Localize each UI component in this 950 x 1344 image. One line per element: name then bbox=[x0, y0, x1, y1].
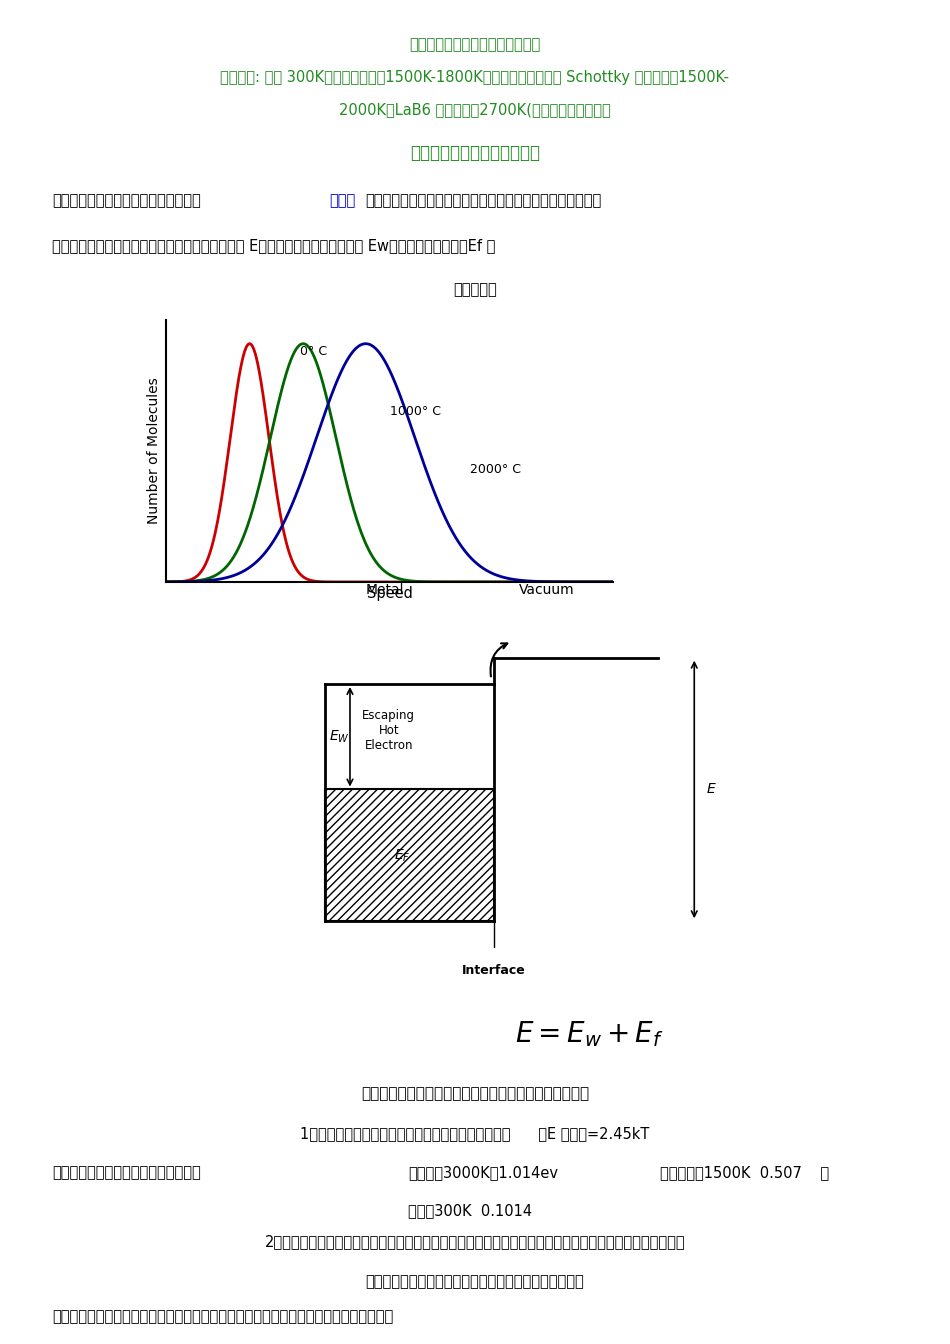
X-axis label: Speed: Speed bbox=[367, 586, 412, 601]
Text: Escaping
Hot
Electron: Escaping Hot Electron bbox=[362, 708, 415, 751]
Text: 1、随着温度升高，能量分散，即能量分布半高宽加宽      。E 半高宽=2.45kT: 1、随着温度升高，能量分散，即能量分布半高宽加宽 。E 半高宽=2.45kT bbox=[300, 1126, 650, 1141]
Text: ，通常需要所谓的热发射过程从电子枪阴极获得这些电子。足: ，通常需要所谓的热发射过程从电子枪阴极获得这些电子。足 bbox=[366, 194, 602, 208]
Text: 2、随着温度升高，分布向高能端移动，有机会脱离金属材料的自由电子数量增加，就会有更多的电子具有足: 2、随着温度升高，分布向高能端移动，有机会脱离金属材料的自由电子数量增加，就会有… bbox=[265, 1234, 685, 1249]
Bar bbox=[325, 789, 494, 921]
Text: 以克服势垒的动能，只要方向合适，就会脱离金属出射。: 以克服势垒的动能，只要方向合适，就会脱离金属出射。 bbox=[366, 1274, 584, 1289]
Y-axis label: Number of Molecules: Number of Molecules bbox=[146, 378, 161, 524]
Text: 不同电子枪灯丝工作能量分散最低值：: 不同电子枪灯丝工作能量分散最低值： bbox=[52, 1165, 201, 1180]
Text: Metal: Metal bbox=[366, 583, 404, 597]
Text: 发射方式主要为：热发射，场发射: 发射方式主要为：热发射，场发射 bbox=[409, 38, 541, 52]
Text: Vacuum: Vacuum bbox=[519, 583, 574, 597]
Text: 发射：300K  0.1014: 发射：300K 0.1014 bbox=[408, 1203, 533, 1218]
Text: 电子枪提供一个稳定的电子源，以形成: 电子枪提供一个稳定的电子源，以形成 bbox=[52, 194, 201, 208]
Text: $E_W$: $E_W$ bbox=[330, 728, 351, 745]
Text: 自由电子金属热出射遵循李查德森规律；表面电流密度与温度和势垒（功函数）的关系。: 自由电子金属热出射遵循李查德森规律；表面电流密度与温度和势垒（功函数）的关系。 bbox=[52, 1309, 393, 1324]
Text: Interface: Interface bbox=[462, 964, 525, 977]
Text: $E = E_w + E_f$: $E = E_w + E_f$ bbox=[515, 1019, 663, 1048]
Text: $E_F$: $E_F$ bbox=[394, 847, 410, 864]
Text: 0° C: 0° C bbox=[300, 345, 328, 358]
Text: $E$: $E$ bbox=[706, 782, 716, 797]
Text: 够高的温度使得一定百分比的电子具有充分的能量 E，以克服阴极材料的功函数 Ew，而从阴极发射出。Ef 为: 够高的温度使得一定百分比的电子具有充分的能量 E，以克服阴极材料的功函数 Ew，… bbox=[52, 238, 496, 253]
Text: 2000K（LaB6 热发射），2700K(发叉式钨丝热发射）: 2000K（LaB6 热发射），2700K(发叉式钨丝热发射） bbox=[339, 102, 611, 117]
Text: 六硼化镧：1500K  0.507    场: 六硼化镧：1500K 0.507 场 bbox=[660, 1165, 829, 1180]
Text: 费米能级。: 费米能级。 bbox=[453, 282, 497, 297]
Text: 电子束: 电子束 bbox=[330, 194, 356, 208]
Text: 钨灯丝：3000K，1.014ev: 钨灯丝：3000K，1.014ev bbox=[408, 1165, 559, 1180]
Text: 2000° C: 2000° C bbox=[470, 462, 521, 476]
Text: 1000° C: 1000° C bbox=[390, 405, 441, 418]
Text: 发射温度: 常温 300K（冷场发射），1500K-1800K（热场发射、肖特基 Schottky 热发射），1500K-: 发射温度: 常温 300K（冷场发射），1500K-1800K（热场发射、肖特基… bbox=[220, 70, 730, 85]
Text: 一、阴极发射基本原理简介：: 一、阴极发射基本原理简介： bbox=[410, 144, 540, 161]
Text: 金属中做着热运动的自由电子，其能量呈麦克斯韦分布。: 金属中做着热运动的自由电子，其能量呈麦克斯韦分布。 bbox=[361, 1086, 589, 1101]
